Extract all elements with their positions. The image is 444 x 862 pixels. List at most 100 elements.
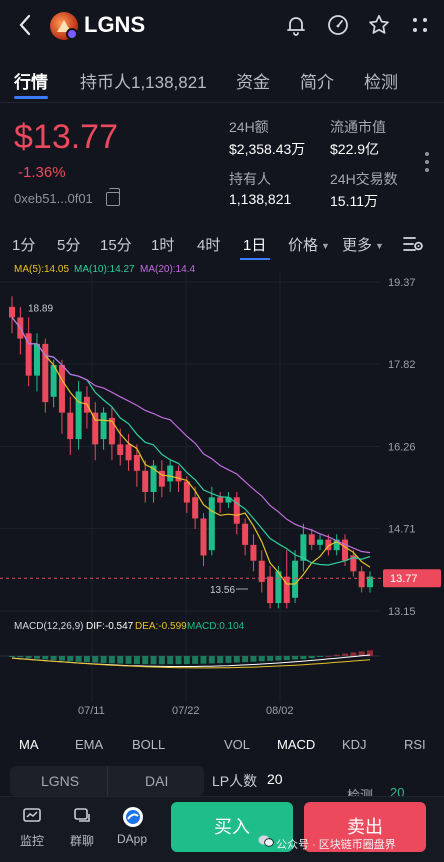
lp-count-label: LP人数 bbox=[212, 773, 258, 789]
ma10-legend: MA(10):14.27 bbox=[74, 264, 135, 275]
macd-bar bbox=[50, 656, 57, 661]
candle bbox=[183, 481, 190, 503]
chart-settings-icon[interactable] bbox=[402, 234, 424, 254]
nav-dapp[interactable]: DApp bbox=[112, 806, 152, 852]
macd-bar bbox=[300, 656, 307, 660]
high-price-label: 18.89 bbox=[28, 303, 53, 314]
macd-bar bbox=[192, 656, 199, 664]
nav-chat[interactable]: 群聊 bbox=[62, 806, 102, 852]
candle bbox=[9, 306, 15, 318]
divider bbox=[0, 102, 444, 103]
macd-bar bbox=[275, 656, 282, 661]
copy-icon[interactable] bbox=[106, 188, 120, 206]
indicator-kdj[interactable]: KDJ bbox=[342, 737, 367, 752]
y-tick-label: 14.71 bbox=[388, 523, 416, 535]
candle bbox=[150, 465, 157, 492]
y-tick-label: 19.37 bbox=[388, 277, 416, 289]
pool-token-left[interactable]: LGNS bbox=[41, 773, 80, 789]
candle bbox=[292, 560, 299, 598]
ma5-line bbox=[11, 317, 371, 585]
period-15m[interactable]: 15分 bbox=[100, 237, 132, 254]
low-price-label: 13.56 bbox=[210, 585, 235, 596]
ma10-line bbox=[11, 317, 371, 566]
macd-bar bbox=[158, 656, 165, 665]
vertical-dots-icon[interactable] bbox=[424, 150, 430, 174]
candle bbox=[225, 497, 232, 503]
more-grid-icon[interactable] bbox=[408, 13, 432, 37]
nav-monitor[interactable]: 监控 bbox=[12, 806, 52, 852]
candle bbox=[167, 465, 174, 482]
indicator-vol[interactable]: VOL bbox=[224, 737, 251, 752]
gauge-icon[interactable] bbox=[326, 13, 350, 37]
stat-label-holders: 持有人 bbox=[229, 171, 271, 187]
candlestick-chart[interactable]: 19.37 17.82 16.26 14.71 13.15 18.89 13.56 13.77… bbox=[0, 262, 444, 724]
indicator-rsi[interactable]: RSI bbox=[404, 737, 426, 752]
macd-bar bbox=[58, 656, 65, 661]
indicator-ma[interactable]: MA bbox=[19, 737, 39, 752]
stat-label-24h-trades: 24H交易数 bbox=[330, 171, 398, 187]
back-icon[interactable] bbox=[14, 12, 38, 38]
dapp-icon bbox=[122, 806, 143, 827]
token-name: LGNS bbox=[84, 12, 146, 37]
candle bbox=[92, 412, 99, 445]
tab-intro[interactable]: 简介 bbox=[300, 73, 334, 92]
macd-bar bbox=[292, 656, 299, 660]
macd-bar bbox=[242, 656, 249, 663]
period-1h[interactable]: 1时 bbox=[151, 237, 175, 254]
macd-bar bbox=[325, 655, 332, 657]
tab-check[interactable]: 检测 bbox=[364, 73, 398, 92]
candle bbox=[217, 497, 224, 503]
main-tabs: 行情 持币人1,138,821 资金 简介 检测 bbox=[0, 60, 444, 100]
candle bbox=[100, 412, 107, 440]
caret-down-icon: ▼ bbox=[321, 241, 330, 252]
indicator-ema[interactable]: EMA bbox=[75, 737, 104, 752]
macd-bar bbox=[125, 656, 132, 664]
buy-button[interactable]: 买入 bbox=[171, 802, 293, 852]
macd-bar bbox=[100, 656, 107, 664]
wechat-icon bbox=[258, 834, 274, 848]
tab-holders[interactable]: 持币人1,138,821 bbox=[80, 73, 207, 92]
active-tab-indicator bbox=[14, 96, 48, 99]
contract-address: 0xeb51...0f01 bbox=[14, 191, 93, 206]
indicator-macd[interactable]: MACD bbox=[277, 737, 316, 752]
candle bbox=[142, 470, 149, 492]
ma20-legend: MA(20):14.4 bbox=[140, 264, 196, 275]
pool-token-right[interactable]: DAI bbox=[145, 773, 169, 789]
tab-funds[interactable]: 资金 bbox=[236, 73, 270, 92]
candle bbox=[192, 497, 199, 519]
star-icon[interactable] bbox=[367, 13, 391, 37]
macd-bar bbox=[308, 656, 315, 659]
candle bbox=[283, 576, 290, 604]
candle bbox=[75, 391, 82, 440]
bell-icon[interactable] bbox=[284, 13, 308, 37]
macd-bar bbox=[317, 656, 324, 657]
candle bbox=[325, 539, 332, 551]
candle bbox=[250, 544, 257, 561]
tab-market[interactable]: 行情 bbox=[14, 73, 48, 92]
caret-down-icon: ▼ bbox=[375, 241, 384, 252]
price-dropdown[interactable]: 价格 ▼ bbox=[288, 234, 330, 255]
indicator-boll[interactable]: BOLL bbox=[132, 737, 166, 752]
macd-bar bbox=[183, 656, 190, 665]
period-1m[interactable]: 1分 bbox=[12, 237, 36, 254]
period-4h[interactable]: 4时 bbox=[197, 237, 221, 254]
chat-icon bbox=[72, 806, 92, 826]
current-price: $13.77 bbox=[14, 118, 118, 156]
x-tick-label: 07/22 bbox=[172, 705, 200, 717]
macd-bar bbox=[117, 656, 124, 664]
candle bbox=[258, 560, 265, 582]
macd-bar bbox=[350, 652, 357, 656]
candle bbox=[175, 470, 182, 482]
candle bbox=[358, 571, 365, 588]
macd-bar bbox=[283, 656, 290, 661]
period-1d[interactable]: 1日 bbox=[243, 237, 267, 254]
period-5m[interactable]: 5分 bbox=[57, 237, 81, 254]
stat-value-24h-volume: $2,358.43万 bbox=[229, 141, 306, 157]
sell-button[interactable]: 卖出 bbox=[304, 802, 426, 852]
macd-bar bbox=[17, 656, 24, 658]
indicator-tabs: MA EMA BOLL VOL MACD KDJ RSI bbox=[0, 734, 444, 756]
more-dropdown[interactable]: 更多 ▼ bbox=[342, 234, 384, 255]
x-tick-label: 07/11 bbox=[78, 705, 105, 717]
nav-chat-label: 群聊 bbox=[69, 834, 94, 848]
macd-bar bbox=[150, 656, 157, 665]
